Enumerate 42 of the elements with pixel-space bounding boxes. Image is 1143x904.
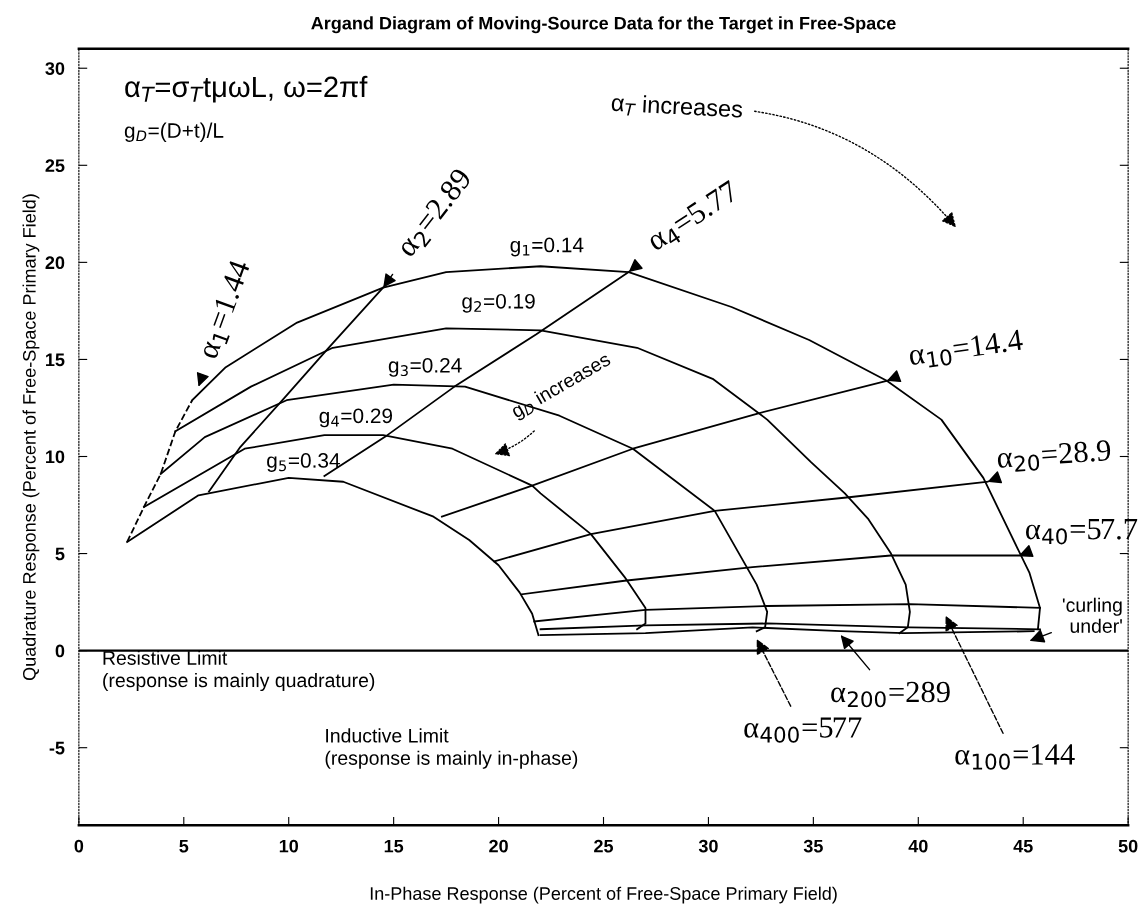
annotation: g$_{4}$=0.29 (319, 408, 393, 428)
chart-title: Argand Diagram of Moving-Source Data for the Target in Free-Space (311, 16, 896, 34)
y-tick-label: 20 (45, 256, 65, 270)
x-axis-title: In-Phase Response (Percent of Free-Space Primary Field) (370, 886, 837, 904)
y-tick-label: 25 (45, 159, 65, 173)
y-tick-label: 5 (55, 547, 65, 561)
x-tick-label: 0 (74, 839, 84, 853)
annotation: g$_{D}$=(D+t)/L (124, 122, 224, 143)
x-tick-label: 45 (1013, 839, 1033, 853)
annotation: α$_{2}$=2.89 (394, 167, 476, 261)
y-axis-title: Quadrature Response (Percent of Free-Space Primary Field) (22, 194, 40, 681)
annotation: Resistive Limit (response is mainly quadrature) (103, 650, 375, 692)
x-tick-label: 40 (908, 839, 928, 853)
annotation: Inductive Limit (response is mainly in-phase) (325, 728, 578, 769)
y-tick-label: 10 (46, 450, 65, 464)
annotation: α$_{1}$=1.44 (196, 258, 255, 362)
annotation: α$_{T}$=σ$_{T}$tμωL, ω=2πf (125, 75, 368, 103)
x-tick-label: 15 (384, 839, 404, 853)
annotation: α$_{40}$=57.7 (1026, 519, 1138, 545)
y-tick-label: 15 (46, 353, 65, 367)
annotation: α$_{100}$=144 (955, 744, 1075, 770)
annotation: g$_{3}$=0.24 (388, 357, 462, 377)
x-tick-label: 50 (1118, 839, 1138, 853)
annotation: g$_{5}$=0.34 (267, 453, 340, 472)
y-tick-label: -5 (49, 741, 65, 755)
y-tick-label: 0 (55, 644, 65, 658)
x-tick-label: 25 (594, 839, 614, 853)
y-tick-label: 30 (45, 62, 65, 75)
x-tick-label: 10 (279, 839, 299, 853)
annotation: α$_{200}$=289 (831, 681, 950, 708)
annotation: α$_{400}$=577 (744, 717, 862, 743)
annotation: 'curling under' (1062, 597, 1122, 633)
annotation: g$_{1}$=0.14 (510, 237, 584, 257)
x-tick-label: 20 (489, 839, 508, 853)
annotation: α$_{4}$=5.77 (645, 180, 743, 256)
x-tick-label: 30 (698, 839, 718, 853)
annotation: g$_{2}$=0.19 (462, 293, 535, 313)
annotation: α$_{10}$=14.4 (908, 329, 1025, 371)
x-tick-label: 5 (179, 839, 189, 853)
annotation: α$_{20}$=28.9 (996, 439, 1112, 474)
annotation: α$_{T}$ increases (611, 93, 743, 122)
x-tick-label: 35 (803, 839, 823, 853)
